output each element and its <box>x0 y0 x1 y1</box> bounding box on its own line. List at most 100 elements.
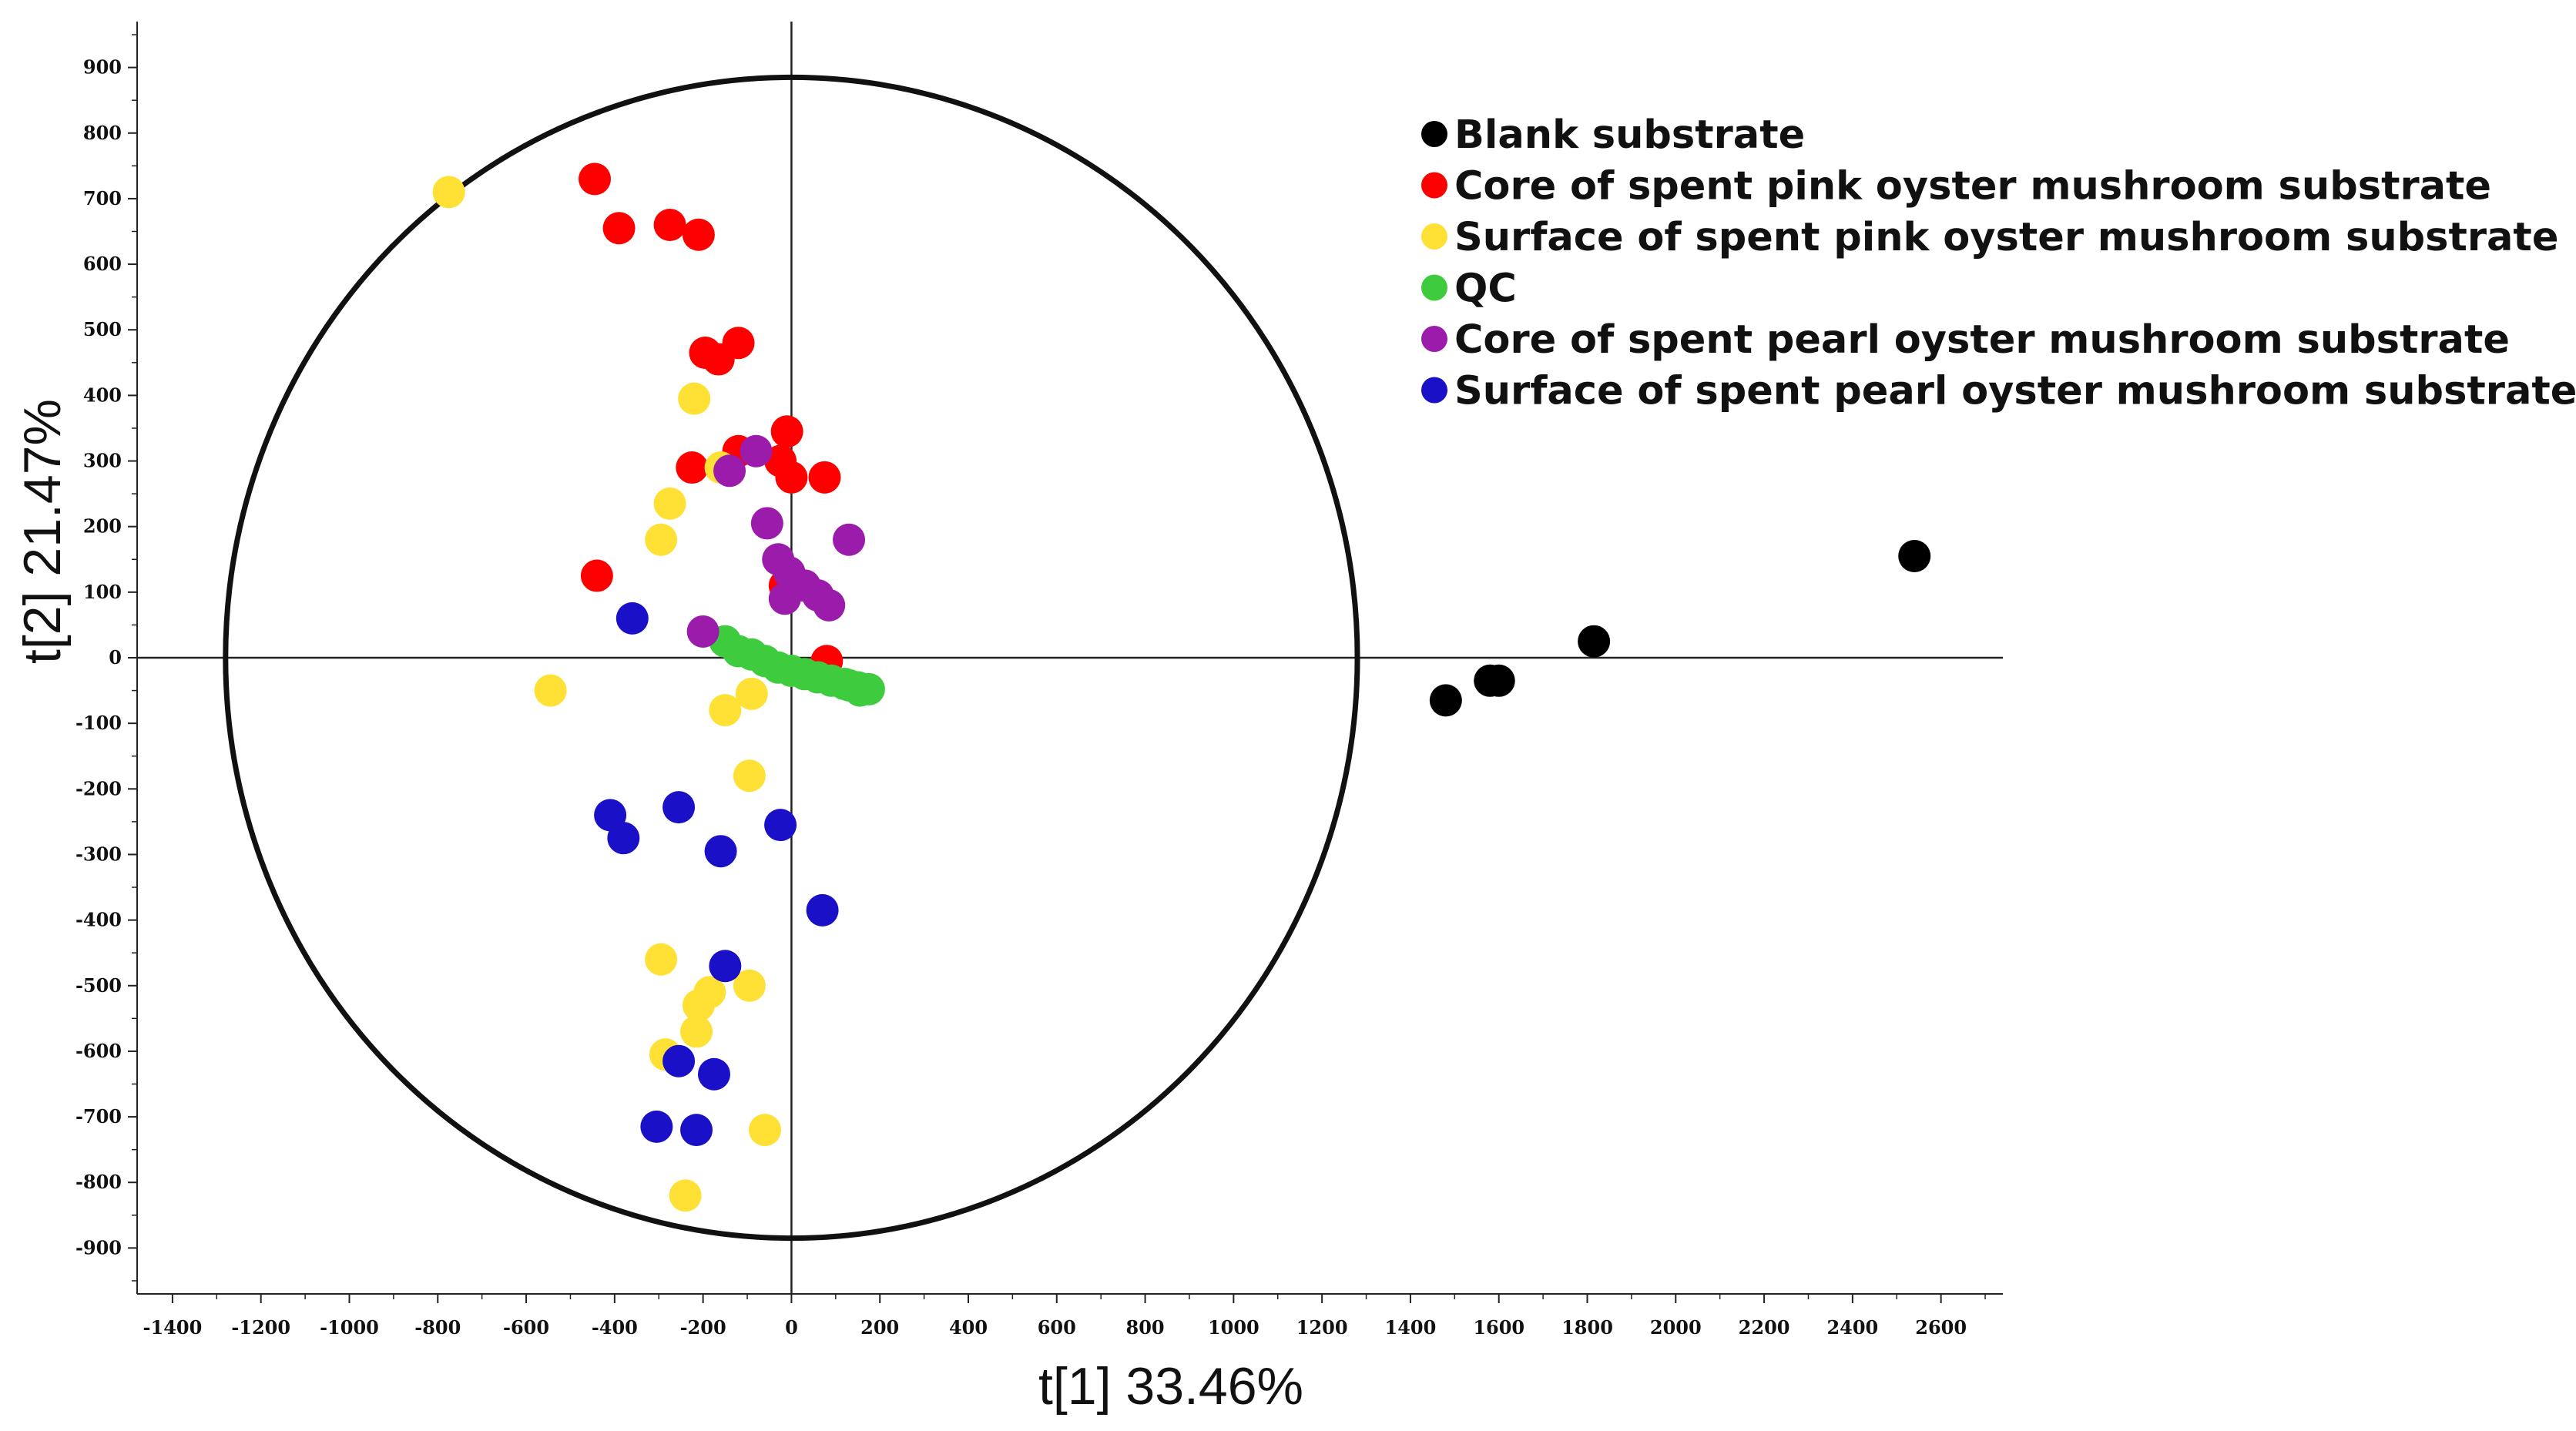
data-point-series-1 <box>808 461 841 494</box>
y-tick-label: 300 <box>83 450 122 472</box>
data-point-series-2 <box>669 1179 702 1212</box>
y-tick-label: 500 <box>83 318 122 340</box>
y-tick-label: 200 <box>83 515 122 538</box>
legend-label: Blank substrate <box>1454 112 1805 158</box>
x-tick-label: -200 <box>680 1316 726 1339</box>
data-point-series-4 <box>713 454 746 488</box>
x-tick-label: 0 <box>785 1316 798 1339</box>
x-tick-label: -1000 <box>320 1316 379 1339</box>
data-point-series-2 <box>748 1114 781 1147</box>
data-point-series-2 <box>534 674 567 707</box>
legend-label: Core of spent pink oyster mushroom subst… <box>1454 164 2491 209</box>
data-point-series-1 <box>653 208 686 241</box>
y-tick-label: 800 <box>83 122 122 144</box>
x-tick-label: 1800 <box>1561 1316 1613 1339</box>
data-point-series-2 <box>709 694 742 727</box>
legend-marker <box>1421 223 1447 250</box>
legend-marker <box>1421 274 1447 301</box>
data-point-series-2 <box>678 382 711 415</box>
x-tick-label: 1200 <box>1296 1316 1348 1339</box>
y-tick-label: -500 <box>75 974 122 997</box>
data-point-series-5 <box>615 602 649 635</box>
data-point-series-2 <box>653 487 686 520</box>
y-tick-label: 400 <box>83 384 122 406</box>
x-tick-label: -1400 <box>143 1316 203 1339</box>
y-tick-label: 0 <box>109 646 122 669</box>
data-point-series-2 <box>680 1015 713 1048</box>
data-point-series-0 <box>1578 625 1611 658</box>
x-tick-label: 600 <box>1038 1316 1076 1339</box>
y-tick-label: -300 <box>75 843 122 865</box>
data-points <box>432 163 1931 1212</box>
x-tick-label: 2600 <box>1915 1316 1967 1339</box>
data-point-series-0 <box>1898 540 1931 573</box>
legend-label: Surface of spent pink oyster mushroom su… <box>1454 215 2558 260</box>
y-tick-label: -400 <box>75 909 122 931</box>
data-point-series-1 <box>775 461 808 494</box>
data-point-series-5 <box>640 1110 673 1143</box>
data-point-series-1 <box>579 163 612 196</box>
data-point-series-1 <box>580 559 613 592</box>
x-axis-label: t[1] 33.46% <box>1038 1357 1303 1416</box>
hotelling-t2-ellipse <box>223 74 1360 1242</box>
y-tick-label: -900 <box>75 1236 122 1258</box>
data-point-series-4 <box>686 615 719 648</box>
y-tick-label: 900 <box>83 56 122 79</box>
data-point-series-2 <box>733 969 766 1002</box>
y-axis-ticks: -900 -800 -700 -600 -500 -400 -300 -200 -100 0 100… <box>75 34 137 1282</box>
data-point-series-1 <box>602 212 636 245</box>
y-tick-label: 600 <box>83 253 122 275</box>
data-point-series-5 <box>709 950 742 983</box>
data-point-series-5 <box>607 822 640 855</box>
x-tick-label: 2200 <box>1739 1316 1790 1339</box>
legend: Blank substrate Core of spent pink oyster… <box>1421 112 2576 414</box>
y-tick-label: -600 <box>75 1040 122 1062</box>
y-tick-label: -700 <box>75 1105 122 1128</box>
data-point-series-2 <box>735 677 768 710</box>
data-point-series-3 <box>833 669 866 702</box>
legend-marker <box>1421 172 1447 199</box>
data-point-series-2 <box>645 523 678 556</box>
data-point-series-5 <box>806 893 839 927</box>
data-point-series-1 <box>676 451 709 484</box>
legend-marker <box>1421 377 1447 404</box>
data-point-series-4 <box>833 523 866 556</box>
x-tick-label: 800 <box>1126 1316 1165 1339</box>
legend-marker <box>1421 326 1447 352</box>
legend-label: Core of spent pearl oyster mushroom subs… <box>1454 317 2510 363</box>
data-point-series-1 <box>722 327 755 360</box>
y-tick-label: 100 <box>83 581 122 603</box>
data-point-series-0 <box>1482 664 1515 697</box>
y-axis-label: t[2] 21.47% <box>13 399 72 664</box>
data-point-series-1 <box>682 218 715 251</box>
data-point-series-2 <box>432 176 465 209</box>
x-tick-label: 1600 <box>1473 1316 1524 1339</box>
x-tick-label: 200 <box>860 1316 899 1339</box>
y-tick-label: -100 <box>75 712 122 734</box>
x-axis-ticks: -1400 -1200 -1000 -800 -600 -400 -200 0 200 400 60… <box>143 1294 1986 1339</box>
legend-label: Surface of spent pearl oyster mushroom s… <box>1454 369 2576 414</box>
data-point-series-5 <box>764 809 797 842</box>
y-tick-label: 700 <box>83 187 122 209</box>
data-point-series-5 <box>662 791 696 824</box>
x-tick-label: 2400 <box>1826 1316 1878 1339</box>
data-point-series-4 <box>768 582 801 615</box>
x-tick-label: -600 <box>503 1316 549 1339</box>
data-point-series-2 <box>733 759 766 793</box>
data-point-series-4 <box>813 588 846 622</box>
x-tick-label: -1200 <box>231 1316 290 1339</box>
x-tick-label: 1400 <box>1385 1316 1437 1339</box>
data-point-series-4 <box>740 434 773 468</box>
data-point-series-5 <box>697 1057 730 1091</box>
x-tick-label: -800 <box>414 1316 461 1339</box>
legend-label: QC <box>1454 266 1517 312</box>
data-point-series-4 <box>750 507 783 540</box>
data-point-series-2 <box>693 976 726 1009</box>
x-tick-label: -400 <box>592 1316 638 1339</box>
data-point-series-0 <box>1429 684 1462 717</box>
data-point-series-5 <box>704 835 737 868</box>
data-point-series-5 <box>662 1044 696 1077</box>
y-tick-label: -800 <box>75 1171 122 1193</box>
x-tick-label: 400 <box>949 1316 988 1339</box>
